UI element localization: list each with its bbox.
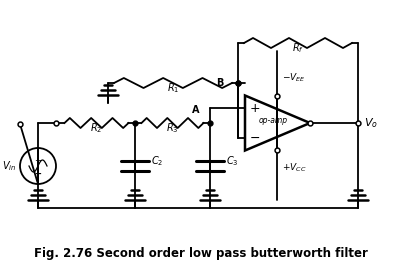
Text: $C_3$: $C_3$ (225, 154, 238, 168)
Text: $V_o$: $V_o$ (363, 116, 377, 130)
Text: $V_{in}$: $V_{in}$ (2, 159, 16, 173)
Text: $-$: $-$ (34, 154, 42, 163)
Text: B: B (216, 78, 223, 88)
Text: $C_2$: $C_2$ (151, 154, 163, 168)
Text: $R_3$: $R_3$ (166, 121, 178, 135)
Text: $R_1$: $R_1$ (166, 81, 179, 95)
Text: $R_2$: $R_2$ (90, 121, 102, 135)
Text: $R_f$: $R_f$ (291, 41, 303, 55)
Text: Fig. 2.76 Second order low pass butterworth filter: Fig. 2.76 Second order low pass butterwo… (34, 247, 367, 259)
Text: $+$: $+$ (249, 102, 260, 116)
Text: $+V_{CC}$: $+V_{CC}$ (281, 162, 306, 174)
Text: $-$: $-$ (249, 131, 260, 143)
Text: +: + (34, 169, 41, 177)
Text: A: A (192, 105, 199, 115)
Polygon shape (244, 95, 309, 151)
Text: op-amp: op-amp (258, 117, 287, 125)
Text: $-V_{EE}$: $-V_{EE}$ (281, 72, 305, 84)
